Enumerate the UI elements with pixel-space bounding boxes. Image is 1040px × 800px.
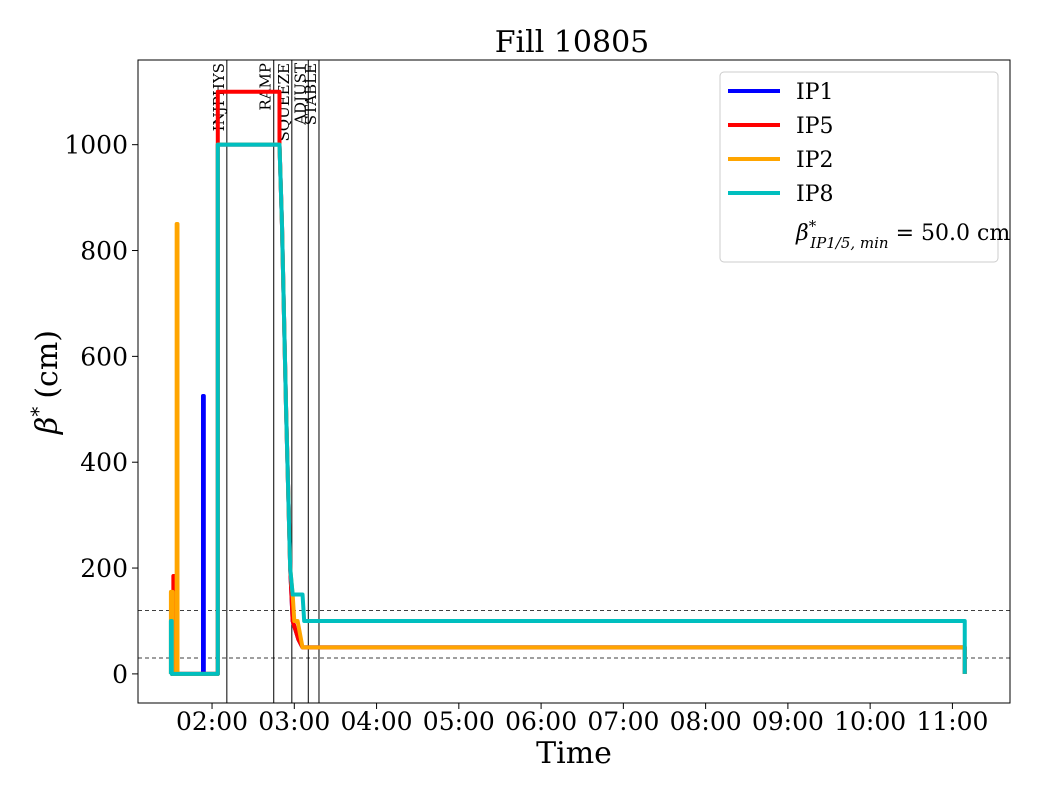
x-axis-label: Time [536, 736, 612, 771]
series-line-ip8 [168, 142, 967, 676]
y-tick-label: 0 [112, 660, 128, 689]
series-lines [168, 89, 967, 676]
mode-label: STABLE [302, 63, 320, 125]
y-tick-label: 800 [80, 237, 128, 266]
legend-label-ip2: IP2 [796, 148, 834, 173]
x-tick-label: 08:00 [670, 707, 742, 736]
plot-frame [137, 59, 1011, 704]
x-axis: 02:00 03:00 04:00 05:00 06:00 07:00 08:00 09:00… [176, 703, 988, 736]
x-tick-label: 11:00 [916, 707, 988, 736]
legend: IP1 IP5 IP2 IP8 β* IP1/5, min = 50.0 cm [719, 71, 1010, 263]
x-tick-label: 07:00 [587, 707, 659, 736]
legend-label-ip5: IP5 [796, 114, 834, 139]
y-axis: 0 200 400 600 800 1000 [64, 131, 138, 689]
mode-label: RAMP [257, 63, 275, 111]
reference-lines [138, 609, 1010, 659]
chart-title: Fill 10805 [495, 25, 650, 60]
x-tick-label: 04:00 [341, 707, 413, 736]
x-tick-label: 02:00 [176, 707, 248, 736]
x-tick-label: 06:00 [505, 707, 577, 736]
legend-note: β* IP1/5, min = 50.0 cm [795, 217, 1010, 252]
x-tick-label: 10:00 [834, 707, 906, 736]
y-tick-label: 400 [80, 448, 128, 477]
x-tick-label: 05:00 [423, 707, 495, 736]
x-tick-label: 03:00 [258, 707, 330, 736]
mode-label: ADJUST [291, 63, 309, 126]
legend-box [719, 71, 999, 263]
y-tick-label: 600 [80, 342, 128, 371]
y-tick-label: 200 [80, 554, 128, 583]
legend-label-ip8: IP8 [796, 182, 834, 207]
y-tick-label: 1000 [64, 131, 128, 160]
x-tick-label: 09:00 [752, 707, 824, 736]
y-axis-label: β*(cm) [26, 330, 65, 435]
legend-label-ip1: IP1 [796, 80, 834, 105]
